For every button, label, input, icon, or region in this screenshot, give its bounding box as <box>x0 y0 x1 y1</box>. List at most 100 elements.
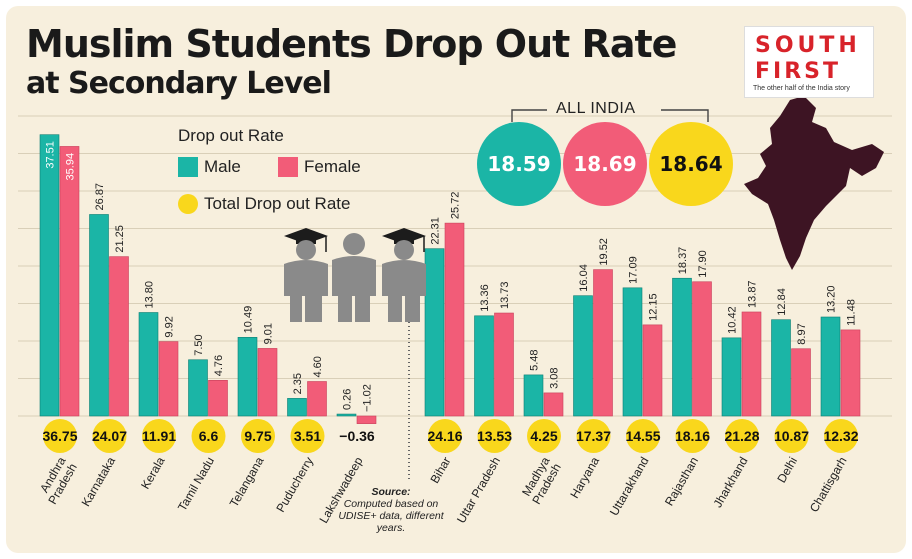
legend-title: Drop out Rate <box>178 126 284 145</box>
bar-female <box>356 415 377 424</box>
total-value-label: 6.6 <box>199 428 219 444</box>
total-markers: 36.75 24.07 11.91 6.6 9.75 3.51 −0.36 24.16 13.5… <box>42 419 859 453</box>
logo-line2: FIRST <box>755 59 842 84</box>
source-note: Source: Computed based on UDISE+ data, d… <box>338 486 444 534</box>
value-label-female: 19.52 <box>598 238 610 266</box>
all-india-male: 18.59 <box>477 122 561 206</box>
value-label-male: 5.48 <box>529 349 541 370</box>
bar-female <box>642 324 663 417</box>
value-label-female: 4.76 <box>213 355 225 376</box>
page-title: Muslim Students Drop Out Rate <box>26 22 677 66</box>
bar-female <box>791 348 811 417</box>
value-label-male: 22.31 <box>430 217 442 245</box>
bar-female <box>543 392 564 417</box>
student-graduate-icon <box>382 228 426 322</box>
value-label-male: 13.36 <box>479 284 491 312</box>
value-label-female: 13.73 <box>499 281 511 309</box>
value-label-female: 8.97 <box>796 323 808 344</box>
total-marker <box>675 419 710 453</box>
bars <box>39 134 861 424</box>
india-map-icon <box>744 96 884 270</box>
value-label-female: 9.92 <box>164 316 176 337</box>
value-label-female: 4.60 <box>312 356 324 377</box>
total-value-label: 4.25 <box>530 428 557 444</box>
student-graduate-icon <box>284 228 328 322</box>
value-label-male: 17.09 <box>628 256 640 284</box>
bar-male <box>820 316 841 417</box>
all-india-label: ALL INDIA <box>556 100 636 117</box>
logo-line1: SOUTH <box>755 33 861 58</box>
value-label-male: 7.50 <box>193 334 205 355</box>
bar-female <box>494 312 514 417</box>
source-label: Source: <box>371 486 411 498</box>
total-value-label: 9.75 <box>244 428 271 444</box>
total-marker <box>527 419 561 453</box>
bar-female <box>257 348 278 417</box>
value-label-male: 13.80 <box>144 281 156 309</box>
bar-male <box>237 337 258 417</box>
total-marker <box>142 419 176 453</box>
total-marker <box>824 419 858 453</box>
bar-male <box>622 287 643 417</box>
value-label-female: 25.72 <box>450 192 462 220</box>
bar-male <box>573 295 593 417</box>
value-label-female: 17.90 <box>697 250 709 278</box>
value-label-male: 2.35 <box>292 373 304 394</box>
all-india-female: 18.69 <box>563 122 647 206</box>
bar-female <box>307 381 327 417</box>
bar-male <box>138 312 159 417</box>
all-india-total: 18.64 <box>649 122 733 206</box>
value-label-male: 13.20 <box>826 285 838 313</box>
bar-male <box>771 319 791 417</box>
page-subtitle: at Secondary Level <box>26 66 332 101</box>
value-label-male: 18.37 <box>677 247 689 275</box>
value-label-male: 0.26 <box>342 389 354 410</box>
legend-male-label: Male <box>204 157 241 176</box>
legend-female-label: Female <box>304 157 361 176</box>
total-value-label: 36.75 <box>42 428 77 444</box>
bar-female <box>59 146 80 417</box>
total-value-label: 21.28 <box>724 428 759 444</box>
value-label-male: 37.51 <box>45 141 57 169</box>
bar-male <box>39 134 60 417</box>
legend-total-swatch <box>178 194 198 214</box>
total-value-label: 12.32 <box>823 428 858 444</box>
total-marker <box>626 419 660 453</box>
value-label-female: −1.02 <box>362 384 374 412</box>
bar-male <box>424 248 445 417</box>
value-label-male: 26.87 <box>94 183 106 211</box>
value-label-female: 11.48 <box>846 299 858 326</box>
total-marker <box>191 419 226 453</box>
legend-female-swatch <box>278 157 298 177</box>
total-value-label: 18.16 <box>675 428 710 444</box>
total-value-label: 10.87 <box>774 428 809 444</box>
value-label-male: 10.42 <box>727 306 739 334</box>
value-label-male: 16.04 <box>578 264 590 292</box>
total-marker <box>92 419 127 453</box>
bar-male <box>336 413 357 417</box>
total-value-label: 24.16 <box>427 428 462 444</box>
all-india-bracket <box>511 109 709 122</box>
bar-female <box>741 311 762 417</box>
total-marker <box>43 419 77 453</box>
total-value-label: 11.91 <box>142 428 176 444</box>
value-label-female: 3.08 <box>549 367 561 388</box>
total-marker <box>241 419 275 453</box>
legend-male-swatch <box>178 157 198 177</box>
bar-female <box>593 269 613 417</box>
source-text: Computed based on UDISE+ data, different… <box>338 498 444 534</box>
total-value-label: 3.51 <box>294 428 321 444</box>
value-label-male: 12.84 <box>776 288 788 316</box>
total-marker <box>774 419 809 453</box>
value-label-female: 9.01 <box>263 323 275 344</box>
bar-male <box>672 277 692 417</box>
bar-male <box>474 315 494 417</box>
bar-female <box>109 256 129 417</box>
bar-female <box>208 379 228 417</box>
logo: SOUTH FIRST The other half of the India … <box>744 26 874 98</box>
total-marker <box>725 419 759 453</box>
bar-male <box>523 374 544 417</box>
bar-male <box>188 359 208 417</box>
value-label-female: 35.94 <box>65 153 77 181</box>
